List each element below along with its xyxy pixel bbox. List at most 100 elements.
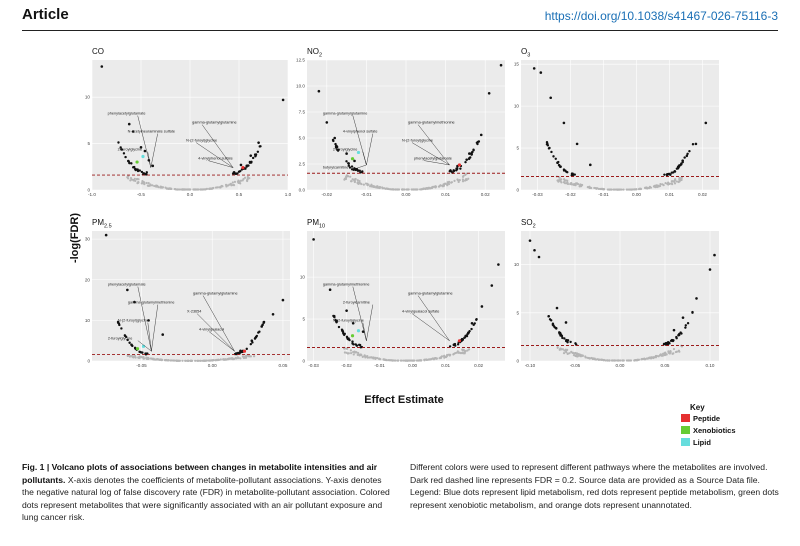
y-tick-label: 5.0 bbox=[299, 136, 306, 141]
nonsignificant-point bbox=[195, 188, 199, 191]
nonsignificant-point bbox=[622, 188, 625, 191]
nonsignificant-point bbox=[448, 354, 451, 357]
significant-point bbox=[675, 336, 678, 340]
data-point bbox=[257, 141, 260, 144]
significant-point bbox=[331, 138, 335, 142]
y-tick-label: 15 bbox=[514, 62, 520, 67]
significant-point bbox=[262, 320, 265, 324]
nonsignificant-point bbox=[173, 359, 176, 362]
significant-point bbox=[662, 343, 666, 346]
nonsignificant-point bbox=[354, 177, 357, 181]
significant-point bbox=[548, 318, 552, 321]
nonsignificant-point bbox=[151, 184, 154, 187]
nonsignificant-point bbox=[604, 359, 607, 362]
nonsignificant-point bbox=[232, 184, 236, 187]
nonsignificant-point bbox=[197, 188, 200, 191]
significant-point bbox=[448, 345, 452, 348]
y-tick-label: 30 bbox=[85, 237, 91, 242]
nonsignificant-point bbox=[352, 353, 355, 356]
nonsignificant-point bbox=[657, 184, 660, 188]
annotation-leader bbox=[424, 160, 450, 166]
significant-point bbox=[348, 166, 352, 169]
nonsignificant-point bbox=[137, 181, 140, 184]
significant-point bbox=[459, 167, 462, 170]
nonsignificant-point bbox=[401, 188, 405, 191]
significant-point bbox=[258, 145, 261, 148]
nonsignificant-point bbox=[404, 359, 407, 362]
nonsignificant-point bbox=[680, 176, 683, 179]
panel-title-main: O bbox=[521, 47, 527, 56]
nonsignificant-point bbox=[159, 358, 163, 361]
nonsignificant-point bbox=[359, 353, 362, 356]
nonsignificant-point bbox=[648, 356, 651, 360]
panel-title: NO2 bbox=[307, 47, 322, 59]
nonsignificant-point bbox=[248, 354, 251, 357]
data-point bbox=[668, 172, 671, 176]
significant-point bbox=[116, 320, 120, 324]
y-tick-label: 0 bbox=[87, 188, 90, 193]
significant-point bbox=[120, 327, 123, 330]
significant-point bbox=[119, 146, 122, 149]
significant-point bbox=[127, 159, 130, 163]
nonsignificant-point bbox=[415, 188, 418, 191]
significant-point bbox=[456, 343, 460, 346]
nonsignificant-point bbox=[613, 359, 616, 362]
y-tick-label: 10 bbox=[514, 262, 520, 267]
nonsignificant-point bbox=[237, 181, 240, 184]
metabolite-annotation: phenylacetylglutamate bbox=[108, 283, 146, 287]
nonsignificant-point bbox=[145, 181, 148, 185]
data-point bbox=[249, 154, 253, 157]
significant-point bbox=[680, 163, 683, 166]
nonsignificant-point bbox=[366, 184, 369, 187]
nonsignificant-point bbox=[636, 358, 639, 361]
nonsignificant-point bbox=[580, 354, 583, 357]
panel-title-main: PM bbox=[92, 218, 104, 227]
nonsignificant-point bbox=[448, 180, 451, 183]
nonsignificant-point bbox=[170, 359, 173, 362]
nonsignificant-point bbox=[364, 355, 367, 358]
nonsignificant-point bbox=[568, 352, 571, 355]
volcano-panel: -0.03 -0.02 -0.01 0.00 0.01 0.02 0 5 10 gamma-glu… bbox=[300, 218, 505, 368]
significant-point bbox=[141, 351, 144, 354]
significant-point bbox=[559, 165, 562, 169]
significant-point bbox=[257, 331, 260, 334]
key-swatch-peptide bbox=[681, 414, 690, 422]
nonsignificant-point bbox=[357, 182, 360, 185]
nonsignificant-point bbox=[566, 181, 569, 184]
panel-title-subscript: 2 bbox=[533, 224, 536, 230]
data-point bbox=[480, 305, 484, 308]
nonsignificant-point bbox=[673, 182, 677, 185]
nonsignificant-point bbox=[439, 356, 442, 360]
nonsignificant-point bbox=[387, 359, 390, 362]
nonsignificant-point bbox=[574, 182, 578, 186]
significant-point bbox=[463, 336, 467, 339]
nonsignificant-point bbox=[575, 354, 578, 357]
significant-point bbox=[566, 341, 569, 344]
nonsignificant-point bbox=[131, 355, 134, 359]
annotation-leader bbox=[147, 322, 152, 352]
nonsignificant-point bbox=[175, 359, 178, 362]
data-point bbox=[499, 63, 503, 67]
x-tick-label: 0.02 bbox=[698, 192, 707, 197]
data-point bbox=[126, 288, 129, 292]
nonsignificant-point bbox=[184, 359, 187, 362]
annotation-leader bbox=[208, 331, 235, 352]
nonsignificant-point bbox=[678, 176, 681, 180]
nonsignificant-point bbox=[619, 359, 622, 362]
nonsignificant-point bbox=[246, 175, 249, 179]
data-point bbox=[470, 321, 474, 325]
doi-link[interactable]: https://doi.org/10.1038/s41467-026-75116… bbox=[544, 9, 778, 23]
significant-point bbox=[569, 340, 572, 344]
significant-point bbox=[467, 332, 470, 335]
data-point bbox=[479, 133, 483, 137]
nonsignificant-point bbox=[446, 182, 450, 185]
data-point bbox=[713, 253, 716, 257]
nonsignificant-point bbox=[181, 359, 184, 362]
volcano-panel: -0.10 -0.05 0.00 0.05 0.10 0 5 10 SO2 bbox=[514, 218, 719, 368]
metabolite-annotation: N-(2-furoyl)glycine bbox=[186, 139, 217, 143]
nonsignificant-point bbox=[180, 188, 183, 191]
nonsignificant-point bbox=[164, 186, 167, 189]
panel-title: SO2 bbox=[521, 218, 536, 230]
pathway-point bbox=[135, 347, 140, 351]
significant-point bbox=[126, 338, 129, 342]
